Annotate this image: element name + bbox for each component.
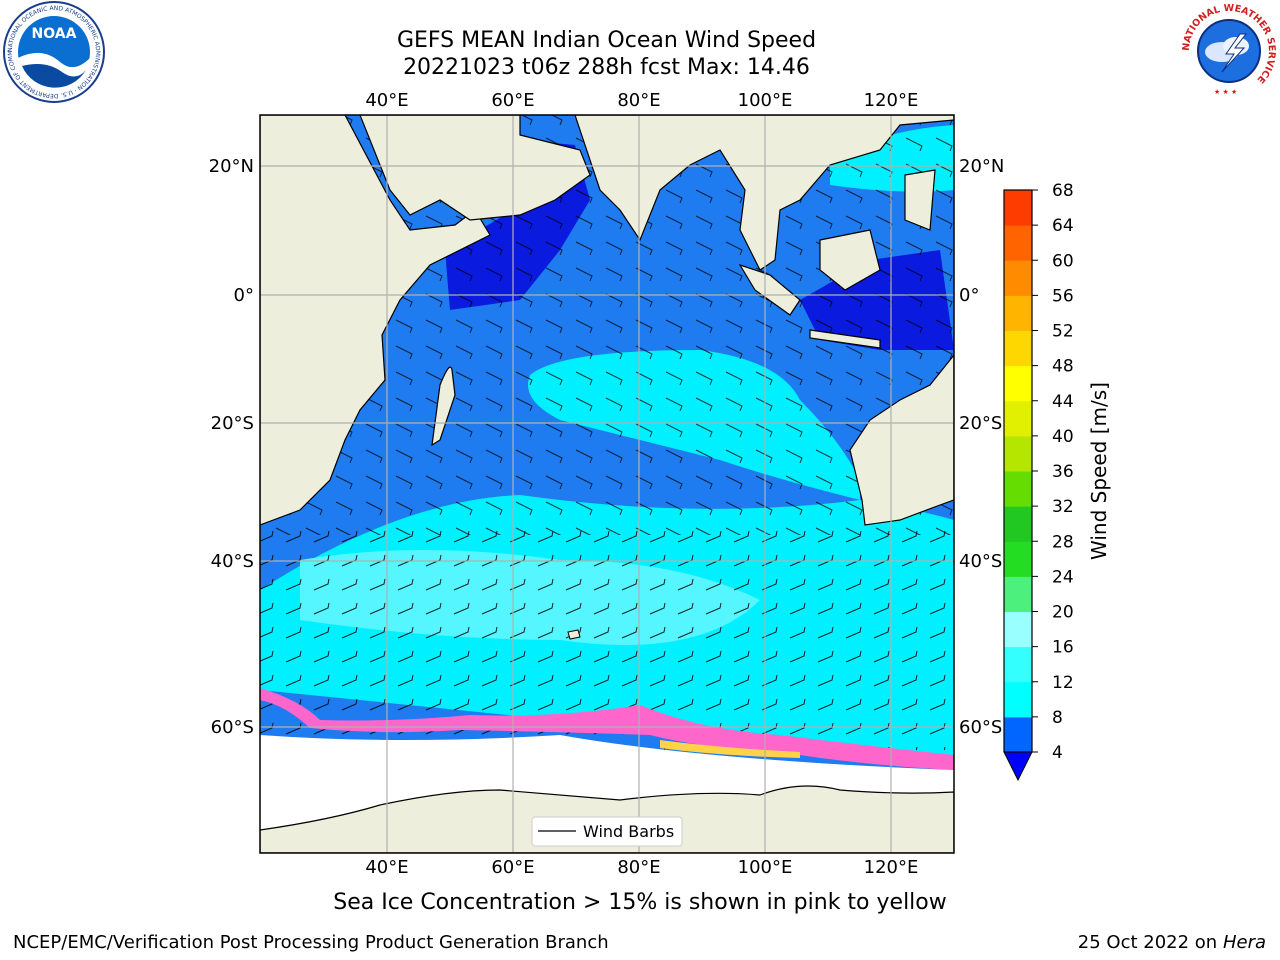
colorbar-tick-label: 48 [1052,357,1074,377]
bottom-label-100e: 100°E [738,857,793,878]
colorbar-tick-label: 52 [1052,322,1074,342]
map-title: GEFS MEAN Indian Ocean Wind Speed [396,28,817,53]
colorbar-tick-label: 4 [1052,743,1063,763]
colorbar-swatch [1004,646,1032,683]
footer-date-text: 25 Oct 2022 on [1077,932,1223,953]
bottom-label-80e: 80°E [617,857,660,878]
left-label-0: 0° [234,285,254,306]
colorbar-tick-label: 20 [1052,603,1074,623]
colorbar-under-arrow [1003,751,1033,782]
map-legend: Wind Barbs [531,816,683,847]
left-label-20n: 20°N [209,156,254,177]
graticule [260,115,954,853]
colorbar-tick-label: 8 [1052,708,1063,728]
colorbar-swatches [1004,190,1032,753]
nws-logo: NATIONAL WEATHER SERVICE ★ ★ ★ [1181,3,1277,99]
axis-labels: 40°E 60°E 80°E 100°E 120°E 40°E 60°E 80°… [209,90,1005,878]
colorbar-tick-label: 60 [1052,251,1074,271]
colorbar-tick-label: 28 [1052,532,1074,552]
colorbar-swatch [1004,435,1032,472]
australia [849,354,954,526]
wind-speed-map: Wind Barbs 40°E 60°E 80°E 100°E 120°E 40… [209,90,1005,878]
colorbar-swatch [1004,681,1032,718]
svg-text:NOAA: NOAA [32,26,77,42]
colorbar-tick-label: 16 [1052,638,1074,658]
bottom-label-120e: 120°E [864,857,919,878]
left-label-20s: 20°S [211,413,254,434]
colorbar-tick-label: 32 [1052,497,1074,517]
colorbar-tick-label: 64 [1052,216,1074,236]
right-label-20n: 20°N [959,156,1004,177]
java [809,329,881,349]
sea-ice-note: Sea Ice Concentration > 15% is shown in … [333,890,947,915]
colorbar-swatch [1004,471,1032,507]
colorbar-swatch [1004,190,1032,226]
colorbar-swatch [1004,541,1032,577]
sea-ice-edge [260,688,954,770]
top-label-40e: 40°E [365,90,408,111]
bottom-label-40e: 40°E [365,857,408,878]
colorbar-tick-label: 68 [1052,181,1074,201]
footer-host: Hera [1222,932,1266,953]
svg-text:★ ★ ★: ★ ★ ★ [1214,88,1237,96]
map-subtitle: 20221023 t06z 288h fcst Max: 14.46 [403,55,810,80]
top-label-60e: 60°E [491,90,534,111]
top-label-120e: 120°E [864,90,919,111]
borneo [819,229,881,291]
colorbar-swatch [1004,576,1032,612]
right-label-40s: 40°S [959,551,1002,572]
noaa-logo: NATIONAL OCEANIC AND ATMOSPHERIC ADMINIS… [2,0,105,103]
legend-label: Wind Barbs [583,822,674,841]
footer-credit: NCEP/EMC/Verification Post Processing Pr… [13,932,609,953]
colorbar-tick-label: 12 [1052,673,1074,693]
map-area [260,115,954,853]
arabian-peninsula [359,115,591,221]
colorbar-tick-label: 24 [1052,567,1074,587]
left-label-40s: 40°S [211,551,254,572]
colorbar-tick-label: 40 [1052,427,1074,447]
map-frame [259,114,955,854]
colorbar-tick-label: 36 [1052,462,1074,482]
legend-box [531,816,683,847]
philippines [904,169,936,231]
colorbar-swatch [1004,400,1032,437]
colorbar-swatch [1004,716,1032,753]
colorbar-tick-label: 44 [1052,392,1074,412]
right-label-60s: 60°S [959,717,1002,738]
colorbar-swatch [1004,330,1032,367]
colorbar-swatch [1004,365,1032,402]
colorbar-swatch [1004,260,1032,296]
kerguelen-island [567,629,581,640]
colorbar-swatch [1004,506,1032,542]
colorbar-swatch [1004,611,1032,648]
colorbar-label: Wind Speed [m/s] [1087,382,1111,560]
left-label-60s: 60°S [211,717,254,738]
footer-date: 25 Oct 2022 on Hera [1078,932,1266,953]
top-label-100e: 100°E [738,90,793,111]
colorbar-tick-label: 56 [1052,286,1074,306]
colorbar-swatch [1004,225,1032,261]
madagascar [431,366,456,447]
top-label-80e: 80°E [617,90,660,111]
bottom-label-60e: 60°E [491,857,534,878]
colorbar-swatch [1004,295,1032,331]
right-label-0: 0° [959,285,979,306]
right-label-20s: 20°S [959,413,1002,434]
